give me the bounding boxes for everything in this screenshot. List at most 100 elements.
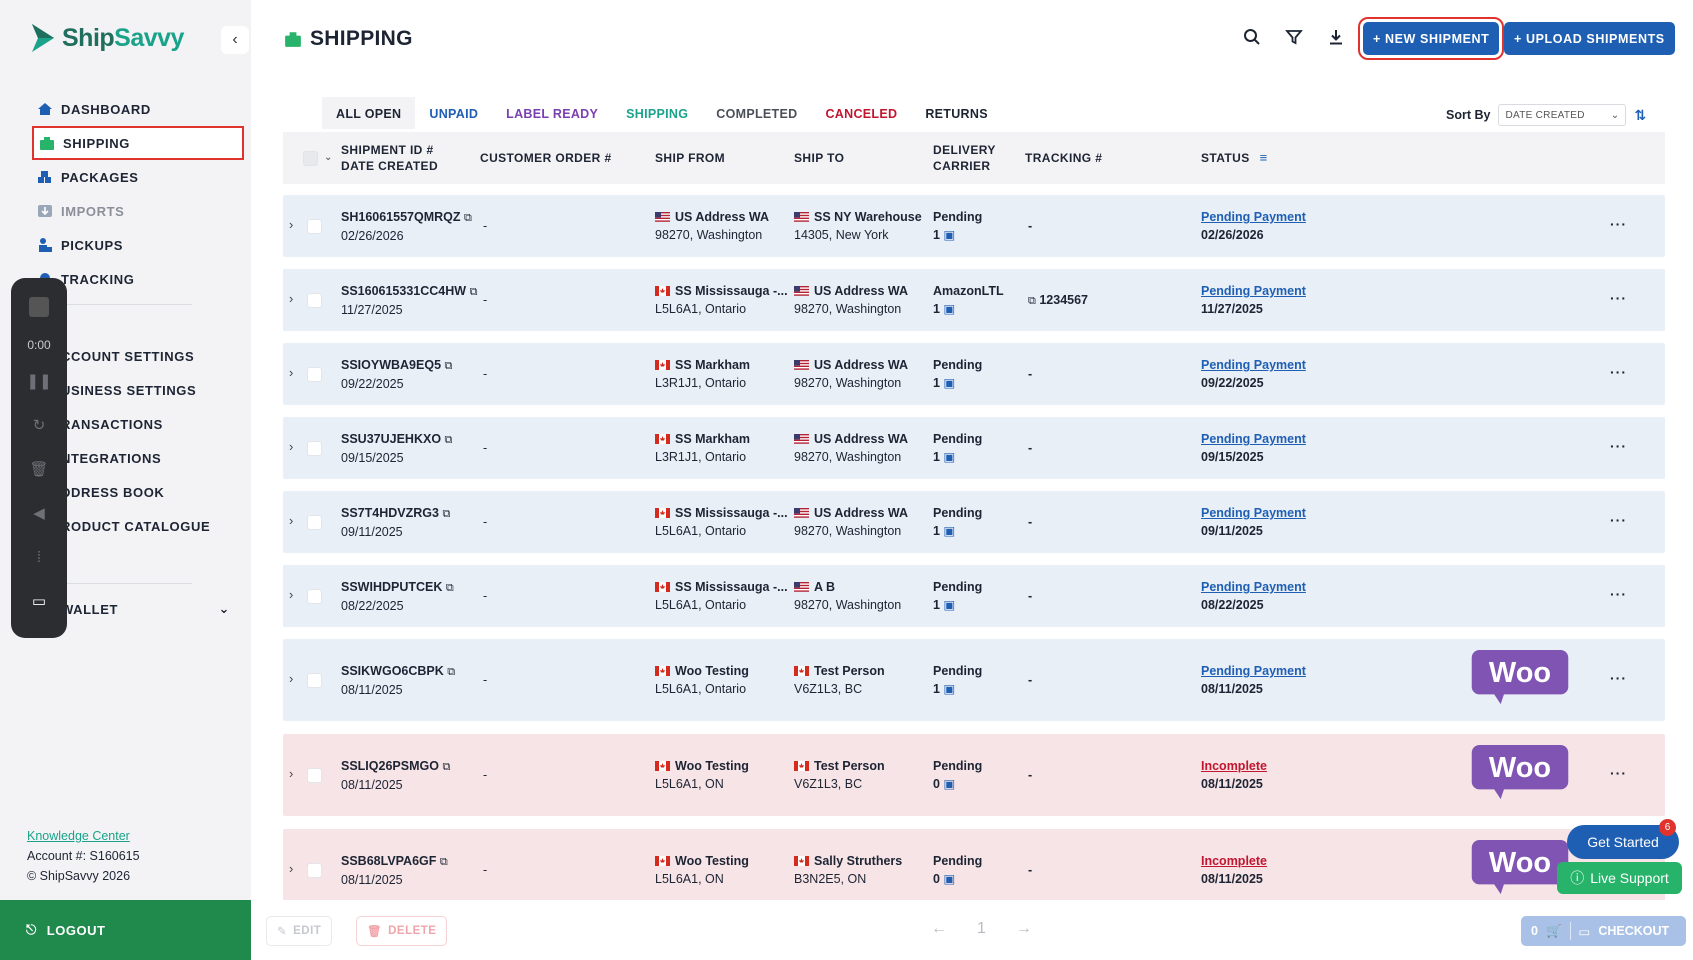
more-options-icon[interactable]: ···	[1610, 364, 1627, 380]
shipment-id[interactable]: SSIOYWBA9EQ5	[341, 358, 442, 372]
sidebar-item-shipping[interactable]: SHIPPING	[32, 126, 244, 160]
copy-icon[interactable]: ⧉	[439, 856, 448, 868]
more-options-icon[interactable]: ···	[1610, 586, 1627, 602]
copy-icon[interactable]: ⧉	[447, 666, 456, 678]
checkout-button[interactable]: 0 🛒 ▭ CHECKOUT	[1521, 916, 1686, 946]
tab-completed[interactable]: COMPLETED	[716, 107, 798, 121]
expand-row-icon[interactable]: ›	[289, 861, 294, 876]
shipment-id[interactable]: SSWIHDPUTCEK	[341, 580, 443, 594]
grid-icon[interactable]: ⁞	[36, 548, 42, 566]
shipment-id[interactable]: SS160615331CC4HW	[341, 284, 467, 298]
more-options-icon[interactable]: ···	[1610, 512, 1627, 528]
expand-row-icon[interactable]: ›	[289, 513, 294, 528]
status-link[interactable]: Pending Payment	[1201, 284, 1306, 298]
collapse-sidebar-button[interactable]: ‹	[221, 26, 249, 54]
expand-row-icon[interactable]: ›	[289, 671, 294, 686]
sort-select[interactable]: DATE CREATED ⌄	[1498, 104, 1627, 126]
shipsavvy-logo[interactable]: ShipSavvy	[30, 22, 184, 54]
pause-icon[interactable]: ❚❚	[26, 373, 52, 390]
status-link[interactable]: Pending Payment	[1201, 506, 1306, 520]
trash-icon[interactable]: 🗑	[29, 461, 49, 478]
tab-canceled[interactable]: CANCELED	[825, 107, 898, 121]
status-link[interactable]: Incomplete	[1201, 854, 1267, 868]
shipment-id[interactable]: SSU37UJEHKXO	[341, 432, 442, 446]
table-row[interactable]: › SSB68LVPA6GF ⧉ 08/11/2025 - Woo Testing L5L…	[283, 829, 1665, 911]
delete-button[interactable]: 🗑 DELETE	[356, 916, 448, 946]
copy-icon[interactable]: ⧉	[1028, 295, 1036, 307]
expand-row-icon[interactable]: ›	[289, 291, 294, 306]
prev-page-icon[interactable]: ←	[931, 920, 947, 937]
row-checkbox[interactable]	[307, 219, 322, 234]
copy-icon[interactable]: ⧉	[464, 212, 472, 224]
knowledge-center-link[interactable]: Knowledge Center	[27, 829, 130, 843]
sidebar-item-account-settings[interactable]: CCOUNT SETTINGS	[32, 339, 244, 373]
status-link[interactable]: Pending Payment	[1201, 432, 1306, 446]
table-row[interactable]: › SSIOYWBA9EQ5 ⧉ 09/22/2025 - SS Markham L3R1…	[283, 343, 1665, 405]
expand-row-icon[interactable]: ›	[289, 587, 294, 602]
more-options-icon[interactable]: ···	[1610, 290, 1627, 306]
copy-icon[interactable]: ⧉	[444, 360, 453, 372]
live-support-button[interactable]: ⓘ Live Support	[1557, 862, 1682, 894]
copy-icon[interactable]: ⧉	[445, 582, 454, 594]
sidebar-item-wallet[interactable]: WALLET ⌄	[32, 592, 244, 626]
table-row[interactable]: › SS160615331CC4HW ⧉ 11/27/2025 - SS Mississ…	[283, 269, 1665, 331]
next-page-icon[interactable]: →	[1015, 920, 1032, 937]
download-icon[interactable]	[1325, 26, 1347, 48]
table-row[interactable]: › SSIKWGO6CBPK ⧉ 08/11/2025 - Woo Testing L5L…	[283, 639, 1665, 721]
shipment-id[interactable]: SSB68LVPA6GF	[341, 854, 437, 868]
row-checkbox[interactable]	[307, 515, 322, 530]
sidebar-item-dashboard[interactable]: DASHBOARD	[32, 92, 244, 126]
expand-row-icon[interactable]: ›	[289, 217, 294, 232]
copy-icon[interactable]: ⧉	[444, 434, 453, 446]
sidebar-item-address-book[interactable]: DDRESS BOOK	[32, 475, 244, 509]
expand-row-icon[interactable]: ›	[289, 439, 294, 454]
status-link[interactable]: Pending Payment	[1201, 664, 1306, 678]
expand-row-icon[interactable]: ›	[289, 365, 294, 380]
upload-shipments-button[interactable]: + UPLOAD SHIPMENTS	[1504, 22, 1675, 55]
status-link[interactable]: Pending Payment	[1201, 210, 1306, 224]
sidebar-item-imports[interactable]: IMPORTS	[32, 194, 244, 228]
row-checkbox[interactable]	[307, 673, 322, 688]
status-filter-icon[interactable]: ≡	[1259, 150, 1268, 165]
sidebar-item-pickups[interactable]: PICKUPS	[32, 228, 244, 262]
sidebar-item-integrations[interactable]: NTEGRATIONS	[32, 441, 244, 475]
shipment-id[interactable]: SS7T4HDVZRG3	[341, 506, 439, 520]
tab-returns[interactable]: RETURNS	[925, 107, 988, 121]
status-link[interactable]: Incomplete	[1201, 759, 1267, 773]
expand-row-icon[interactable]: ›	[289, 766, 294, 781]
table-row[interactable]: › SH16061557QMRQZ ⧉ 02/26/2026 - US Address …	[283, 195, 1665, 257]
tab-all-open[interactable]: ALL OPEN	[322, 97, 416, 129]
table-row[interactable]: › SSWIHDPUTCEK ⧉ 08/22/2025 - SS Mississauga…	[283, 565, 1665, 627]
logout-button[interactable]: ⎋ LOGOUT	[0, 900, 251, 960]
status-link[interactable]: Pending Payment	[1201, 580, 1306, 594]
more-options-icon[interactable]: ···	[1610, 438, 1627, 454]
more-options-icon[interactable]: ···	[1610, 670, 1627, 686]
get-started-button[interactable]: Get Started	[1567, 825, 1679, 859]
table-row[interactable]: › SSU37UJEHKXO ⧉ 09/15/2025 - SS Markham L3R1…	[283, 417, 1665, 479]
col-status[interactable]: STATUS ≡	[1201, 132, 1268, 184]
table-row[interactable]: › SS7T4HDVZRG3 ⧉ 09/11/2025 - SS Mississauga…	[283, 491, 1665, 553]
shipment-id[interactable]: SSIKWGO6CBPK	[341, 664, 444, 678]
edit-button[interactable]: ✎ EDIT	[266, 916, 333, 946]
megaphone-icon[interactable]: ◀	[33, 505, 45, 522]
camera-icon[interactable]: ▭	[31, 593, 47, 610]
row-checkbox[interactable]	[307, 293, 322, 308]
row-checkbox[interactable]	[307, 768, 322, 783]
sidebar-item-business-settings[interactable]: USINESS SETTINGS	[32, 373, 244, 407]
tab-unpaid[interactable]: UNPAID	[429, 107, 479, 121]
table-row[interactable]: › SSLIQ26PSMGO ⧉ 08/11/2025 - Woo Testing L5L…	[283, 734, 1665, 816]
search-icon[interactable]	[1241, 26, 1263, 48]
filter-icon[interactable]	[1283, 26, 1305, 48]
tab-shipping[interactable]: SHIPPING	[626, 107, 689, 121]
col-shipment-id[interactable]: SHIPMENT ID # DATE CREATED	[341, 132, 438, 184]
row-checkbox[interactable]	[307, 863, 322, 878]
row-checkbox[interactable]	[307, 441, 322, 456]
sidebar-item-product-catalogue[interactable]: RODUCT CATALOGUE	[32, 509, 244, 543]
new-shipment-button[interactable]: + NEW SHIPMENT	[1357, 17, 1505, 60]
shipment-id[interactable]: SSLIQ26PSMGO	[341, 759, 439, 773]
copy-icon[interactable]: ⧉	[442, 508, 451, 520]
record-stop-button[interactable]	[24, 292, 54, 322]
sidebar-item-packages[interactable]: PACKAGES	[32, 160, 244, 194]
restart-icon[interactable]: ↻	[32, 417, 46, 434]
row-checkbox[interactable]	[307, 367, 322, 382]
